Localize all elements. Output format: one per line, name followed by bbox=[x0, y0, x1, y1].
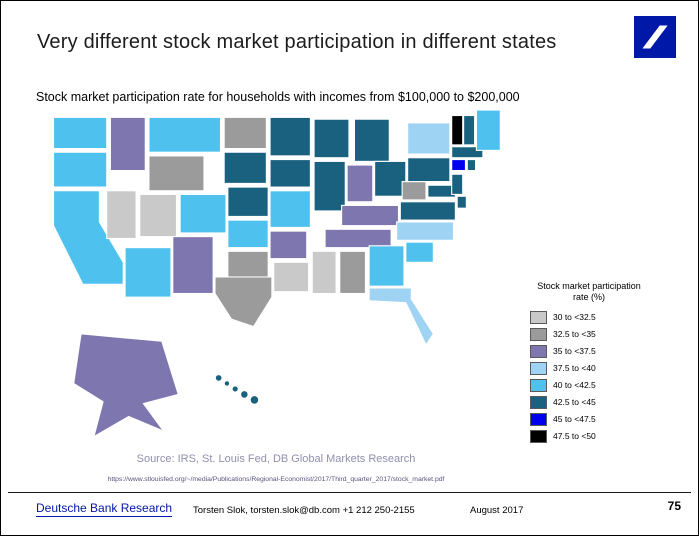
slide-title: Very different stock market participatio… bbox=[37, 31, 557, 53]
legend-label: 45 to <47.5 bbox=[553, 414, 596, 424]
legend-item: 37.5 to <40 bbox=[530, 361, 690, 375]
state-il bbox=[313, 160, 346, 212]
state-co bbox=[179, 193, 227, 234]
state-or bbox=[52, 151, 108, 188]
state-ga bbox=[368, 245, 405, 287]
state-ca bbox=[52, 190, 124, 285]
legend-item: 40 to <42.5 bbox=[530, 378, 690, 392]
state-fl bbox=[368, 287, 434, 346]
state-az bbox=[124, 247, 172, 298]
deutsche-bank-logo-graphic bbox=[634, 16, 676, 58]
state-ok bbox=[227, 250, 269, 278]
state-tx bbox=[214, 276, 273, 328]
legend-label: 37.5 to <40 bbox=[553, 363, 596, 373]
state-ia bbox=[269, 159, 311, 188]
state-de bbox=[456, 195, 467, 209]
state-nh bbox=[463, 114, 476, 146]
state-ne bbox=[227, 186, 269, 217]
state-ks bbox=[227, 219, 269, 249]
legend-label: 40 to <42.5 bbox=[553, 380, 596, 390]
legend-swatch bbox=[530, 361, 547, 375]
state-hi bbox=[231, 385, 239, 393]
state-in bbox=[346, 164, 374, 203]
state-va bbox=[399, 201, 456, 221]
legend-label: 35 to <37.5 bbox=[553, 346, 596, 356]
chart-subtitle: Stock market participation rate for hous… bbox=[36, 90, 520, 104]
legend-swatch bbox=[530, 429, 547, 443]
state-nj bbox=[451, 173, 464, 195]
legend-label: 42.5 to <45 bbox=[553, 397, 596, 407]
state-vt bbox=[451, 114, 464, 146]
state-wv bbox=[401, 181, 427, 201]
legend-item: 30 to <32.5 bbox=[530, 310, 690, 324]
us-choropleth-map bbox=[52, 109, 501, 438]
state-nd bbox=[223, 116, 267, 150]
footer-contact: Torsten Slok, torsten.slok@db.com +1 212… bbox=[193, 505, 415, 516]
state-al bbox=[339, 250, 366, 295]
legend-swatch bbox=[530, 395, 547, 409]
legend-label: 32.5 to <35 bbox=[553, 329, 596, 339]
state-ct bbox=[451, 159, 466, 172]
state-mt bbox=[148, 116, 222, 153]
state-mo bbox=[269, 190, 311, 228]
state-ri bbox=[466, 159, 477, 172]
map-legend: Stock market participation rate (%) 30 t… bbox=[530, 281, 690, 447]
state-ky bbox=[341, 204, 400, 227]
state-la bbox=[273, 261, 310, 293]
state-ma bbox=[451, 146, 484, 159]
state-ak bbox=[73, 333, 179, 438]
legend-swatch bbox=[530, 327, 547, 341]
state-mn bbox=[269, 116, 311, 157]
legend-label: 47.5 to <50 bbox=[553, 431, 596, 441]
state-hi bbox=[223, 380, 230, 387]
deutsche-bank-logo-icon bbox=[634, 16, 676, 58]
state-oh bbox=[374, 160, 407, 197]
legend-swatch bbox=[530, 412, 547, 426]
state-pa bbox=[407, 157, 451, 183]
legend-item: 42.5 to <45 bbox=[530, 395, 690, 409]
state-me bbox=[475, 109, 501, 151]
state-nm bbox=[172, 236, 214, 295]
state-mi bbox=[353, 118, 390, 162]
source-url-link[interactable]: https://www.stlouisfed.org/~/media/Publi… bbox=[107, 476, 445, 483]
footer-date: August 2017 bbox=[470, 505, 524, 516]
legend-label: 30 to <32.5 bbox=[553, 312, 596, 322]
legend-title: Stock market participation rate (%) bbox=[537, 281, 641, 303]
state-hi bbox=[240, 390, 249, 399]
state-nv bbox=[106, 190, 137, 240]
state-sc bbox=[405, 241, 434, 263]
state-ar bbox=[269, 230, 308, 260]
source-text: Source: IRS, St. Louis Fed, DB Global Ma… bbox=[136, 453, 416, 465]
legend-swatch bbox=[530, 378, 547, 392]
state-ms bbox=[311, 250, 337, 295]
legend-item: 35 to <37.5 bbox=[530, 344, 690, 358]
state-ny bbox=[407, 122, 451, 155]
state-wy bbox=[148, 155, 205, 192]
state-id bbox=[109, 116, 146, 172]
legend-items: 30 to <32.5 32.5 to <35 35 to <37.5 37.5 to… bbox=[530, 310, 690, 443]
state-sd bbox=[223, 151, 267, 184]
page-number: 75 bbox=[667, 499, 681, 513]
legend-item: 45 to <47.5 bbox=[530, 412, 690, 426]
legend-item: 32.5 to <35 bbox=[530, 327, 690, 341]
footer: Deutsche Bank Research Torsten Slok, tor… bbox=[8, 492, 691, 533]
state-wi bbox=[313, 118, 350, 159]
legend-swatch bbox=[530, 344, 547, 358]
state-hi bbox=[249, 395, 259, 405]
state-hi bbox=[215, 374, 223, 382]
state-wa bbox=[52, 116, 108, 150]
state-ut bbox=[139, 193, 178, 238]
footer-brand: Deutsche Bank Research bbox=[36, 501, 173, 517]
state-nc bbox=[396, 221, 455, 241]
legend-item: 47.5 to <50 bbox=[530, 429, 690, 443]
legend-swatch bbox=[530, 310, 547, 324]
state-tn bbox=[324, 228, 392, 249]
